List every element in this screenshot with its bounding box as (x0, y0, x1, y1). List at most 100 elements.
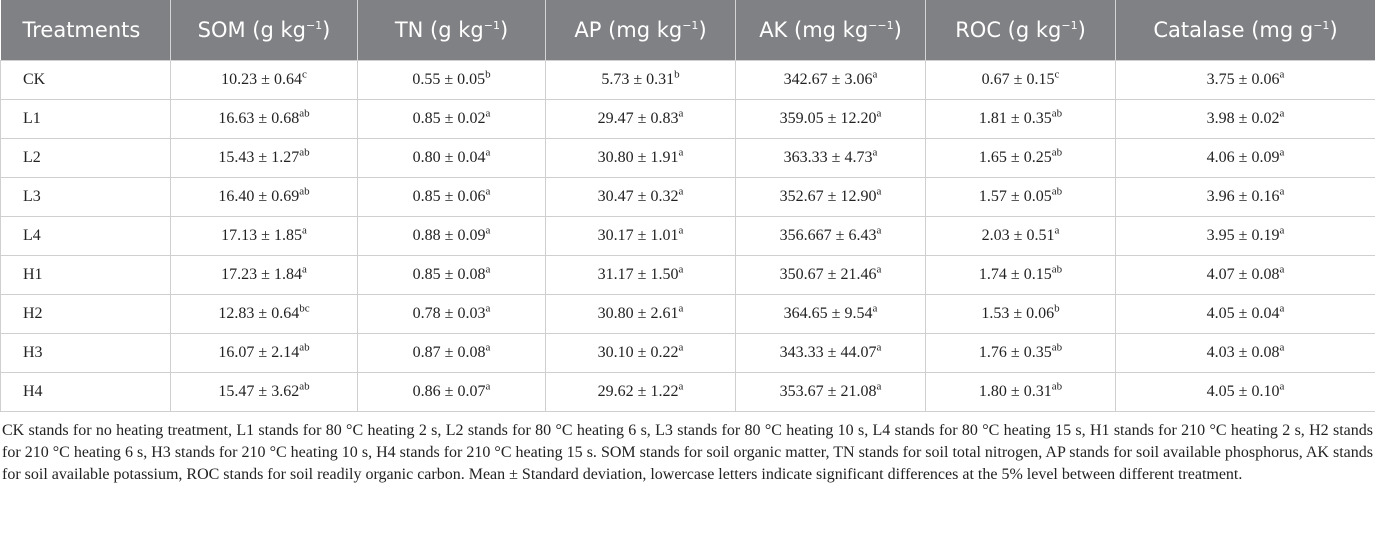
header-text: Treatments (22, 18, 141, 42)
significance-letter: ab (299, 107, 310, 120)
significance-letter: a (678, 107, 684, 120)
significance-letter: a (876, 263, 882, 276)
mean-sd: 1.53 ± 0.06 (981, 305, 1055, 322)
significance-letter: a (1279, 263, 1285, 276)
treatment-label: L3 (23, 188, 41, 205)
mean-sd: 16.63 ± 0.68 (218, 110, 300, 127)
significance-letter: a (485, 380, 491, 393)
table-row: L4 17.13 ± 1.85a 0.88 ± 0.09a 30.17 ± 1.01a… (0, 216, 1375, 256)
value-cell: 3.96 ± 0.16a (1115, 177, 1375, 217)
significance-letter: ab (1051, 380, 1063, 393)
value-cell: 1.81 ± 0.35ab (925, 99, 1116, 139)
significance-letter: ab (1051, 185, 1063, 198)
significance-letter: a (876, 224, 882, 237)
column-header: AK (mg kg−−1) (735, 0, 926, 61)
significance-letter: ab (299, 185, 310, 198)
significance-letter: ab (1051, 107, 1063, 120)
significance-letter: a (678, 341, 684, 354)
significance-letter: a (1279, 380, 1285, 393)
mean-sd: 17.13 ± 1.85 (221, 227, 302, 244)
mean-sd: 30.17 ± 1.01 (597, 227, 679, 244)
value-cell: 31.17 ± 1.50a (545, 255, 736, 295)
mean-sd: 343.33 ± 44.07 (779, 344, 877, 361)
value-cell: 30.17 ± 1.01a (545, 216, 736, 256)
value-cell: 4.05 ± 0.04a (1115, 294, 1375, 334)
significance-letter: a (678, 302, 684, 315)
header-text: AK (mg kg (759, 18, 869, 42)
treatment-label: L1 (23, 110, 41, 127)
header-superscript: −1 (1313, 19, 1330, 32)
value-cell: 1.65 ± 0.25ab (925, 138, 1116, 178)
value-cell: 3.98 ± 0.02a (1115, 99, 1375, 139)
value-cell: 5.73 ± 0.31b (545, 60, 736, 100)
table-row: H1 17.23 ± 1.84a 0.85 ± 0.08a 31.17 ± 1.50a… (0, 255, 1375, 295)
significance-letter: a (1279, 341, 1285, 354)
mean-sd: 12.83 ± 0.64 (218, 305, 300, 322)
mean-sd: 3.75 ± 0.06 (1206, 71, 1280, 88)
header-superscript: −1 (305, 19, 323, 32)
significance-letter: b (485, 68, 491, 81)
header-text: TN (g kg (394, 18, 484, 42)
mean-sd: 0.85 ± 0.08 (412, 266, 486, 283)
treatment-label: H2 (23, 305, 43, 322)
value-cell: 4.06 ± 0.09a (1115, 138, 1375, 178)
value-cell: 1.53 ± 0.06b (925, 294, 1116, 334)
significance-letter: a (485, 302, 491, 315)
value-cell: 3.95 ± 0.19a (1115, 216, 1375, 256)
data-table: Treatments SOM (g kg−1) TN (g kg−1) AP (mg … (0, 0, 1375, 412)
value-cell: 342.67 ± 3.06a (735, 60, 926, 100)
value-cell: 10.23 ± 0.64c (170, 60, 358, 100)
mean-sd: 4.03 ± 0.08 (1206, 344, 1280, 361)
header-text: ) (499, 18, 509, 42)
significance-letter: bc (299, 302, 310, 315)
value-cell: 0.85 ± 0.06a (357, 177, 546, 217)
header-text: ) (1329, 18, 1338, 42)
value-cell: 12.83 ± 0.64bc (170, 294, 358, 334)
value-cell: 359.05 ± 12.20a (735, 99, 926, 139)
significance-letter: a (872, 302, 878, 315)
value-cell: 0.78 ± 0.03a (357, 294, 546, 334)
column-header: Treatments (0, 0, 171, 61)
treatment-cell: H2 (0, 294, 171, 334)
significance-letter: a (876, 107, 882, 120)
treatment-cell: CK (0, 60, 171, 100)
value-cell: 343.33 ± 44.07a (735, 333, 926, 373)
significance-letter: a (872, 68, 878, 81)
value-cell: 4.07 ± 0.08a (1115, 255, 1375, 295)
mean-sd: 3.96 ± 0.16 (1206, 188, 1280, 205)
significance-letter: ab (299, 380, 310, 393)
mean-sd: 15.47 ± 3.62 (218, 383, 300, 400)
value-cell: 2.03 ± 0.51a (925, 216, 1116, 256)
mean-sd: 0.78 ± 0.03 (412, 305, 486, 322)
significance-letter: a (1279, 107, 1285, 120)
significance-letter: a (485, 185, 491, 198)
mean-sd: 2.03 ± 0.51 (981, 227, 1055, 244)
header-row: Treatments SOM (g kg−1) TN (g kg−1) AP (mg … (0, 0, 1375, 61)
table-row: L3 16.40 ± 0.69ab 0.85 ± 0.06a 30.47 ± 0.32… (0, 177, 1375, 217)
mean-sd: 363.33 ± 4.73 (783, 149, 873, 166)
significance-letter: a (485, 224, 491, 237)
header-text: ROC (g kg (955, 18, 1062, 42)
value-cell: 0.85 ± 0.08a (357, 255, 546, 295)
significance-letter: a (678, 380, 684, 393)
value-cell: 0.67 ± 0.15c (925, 60, 1116, 100)
value-cell: 16.40 ± 0.69ab (170, 177, 358, 217)
significance-letter: b (674, 68, 680, 81)
mean-sd: 0.88 ± 0.09 (412, 227, 486, 244)
value-cell: 1.74 ± 0.15ab (925, 255, 1116, 295)
value-cell: 16.63 ± 0.68ab (170, 99, 358, 139)
table-row: L1 16.63 ± 0.68ab 0.85 ± 0.02a 29.47 ± 0.83… (0, 99, 1375, 139)
significance-letter: a (1279, 302, 1285, 315)
significance-letter: a (872, 146, 878, 159)
value-cell: 16.07 ± 2.14ab (170, 333, 358, 373)
mean-sd: 0.55 ± 0.05 (412, 71, 486, 88)
table-body: CK 10.23 ± 0.64c 0.55 ± 0.05b 5.73 ± 0.31b 3… (0, 60, 1375, 412)
significance-letter: c (1054, 68, 1060, 81)
footnote: CK stands for no heating treatment, L1 s… (2, 422, 1373, 483)
significance-letter: ab (1051, 341, 1063, 354)
mean-sd: 359.05 ± 12.20 (779, 110, 877, 127)
mean-sd: 30.47 ± 0.32 (597, 188, 679, 205)
significance-letter: a (678, 146, 684, 159)
